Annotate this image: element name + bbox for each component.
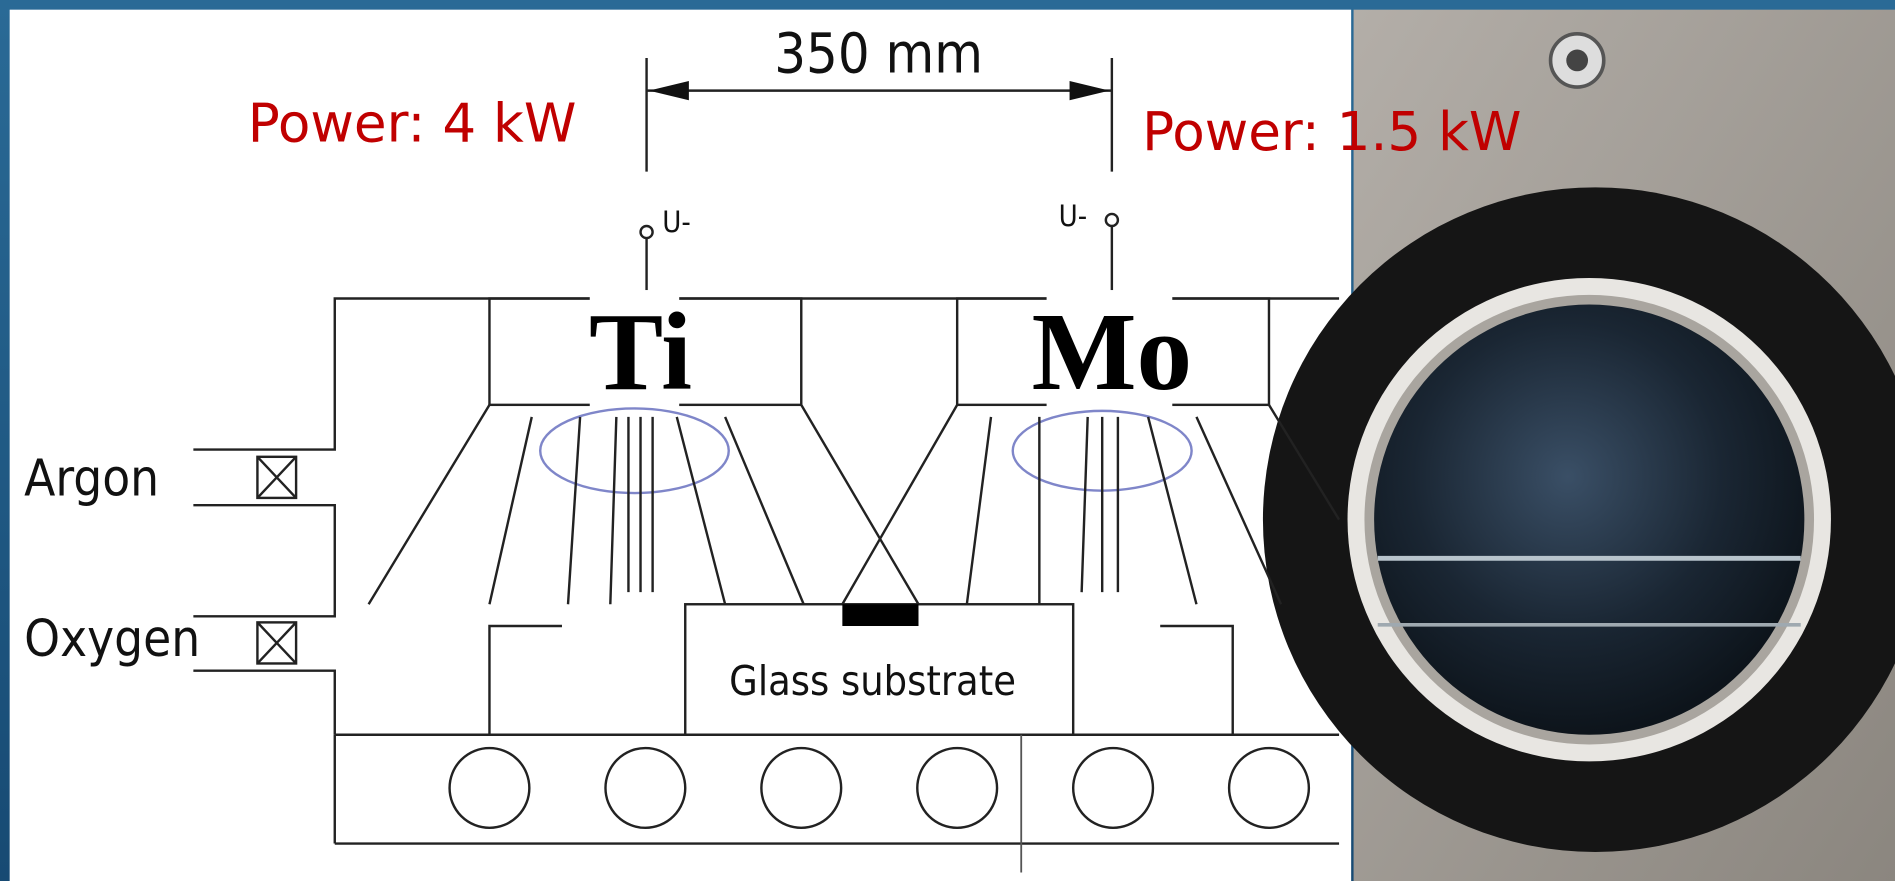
substrate-label: Glass substrate	[729, 657, 1016, 705]
power-label: Power: 1.5 kW	[1142, 101, 1521, 163]
gas-label: Argon	[24, 448, 159, 507]
gas-label: Oxygen	[24, 609, 200, 668]
voltage-label: U-	[662, 205, 691, 239]
dimension-label: 350 mm	[774, 22, 983, 87]
voltage-label: U-	[1059, 199, 1088, 233]
power-label: Power: 4 kW	[248, 92, 577, 154]
slide: 350 mm Power: 4 kW Power: 1.5 kW U- U- A…	[0, 0, 1895, 881]
film	[842, 604, 918, 626]
target-label: Ti	[589, 291, 692, 414]
window-glass	[1374, 305, 1804, 735]
page: 350 mm Power: 4 kW Power: 1.5 kW U- U- A…	[0, 0, 1895, 881]
target-label: Mo	[1032, 291, 1193, 414]
bolt-hole	[1566, 50, 1588, 72]
